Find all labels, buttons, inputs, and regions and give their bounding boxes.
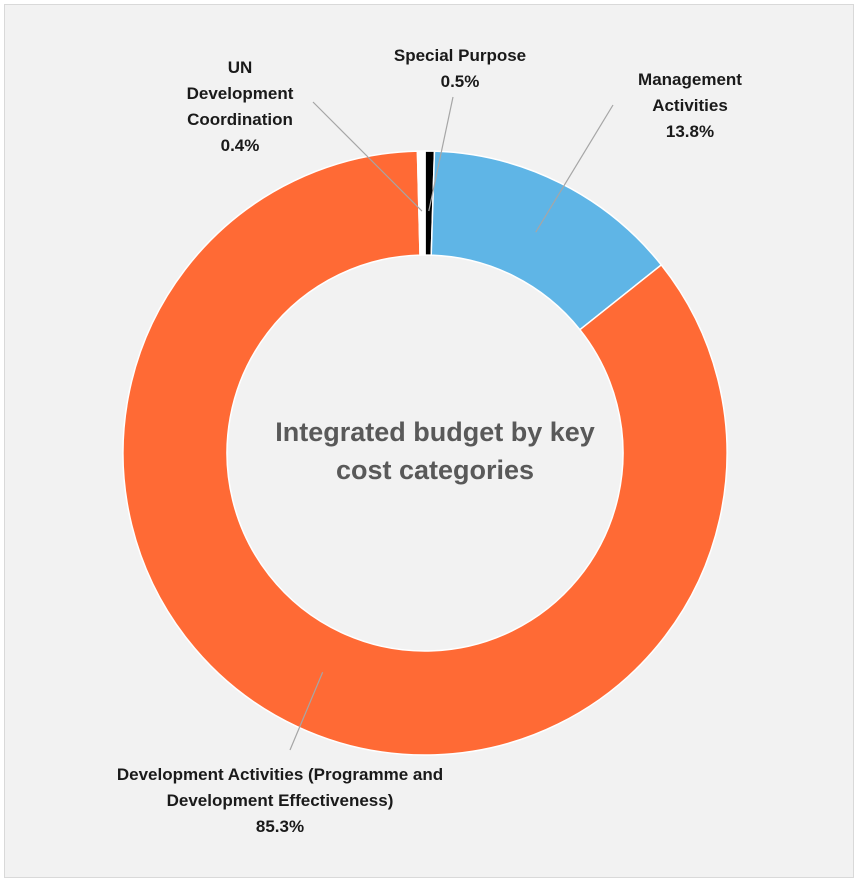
- donut-chart: [122, 96, 728, 756]
- slice-un-development-coordination: [416, 150, 426, 256]
- slice-label-special-purpose-name: Special Purpose: [393, 46, 527, 65]
- chart-frame: Integrated budget by key cost categories…: [4, 4, 854, 878]
- slice-label-development-activities: Development Activities (Programme and De…: [65, 762, 495, 840]
- slice-label-development-line-2: Development Effectiveness): [166, 791, 394, 810]
- slice-development-activities: [122, 150, 728, 756]
- chart-title-line-2: cost categories: [335, 455, 535, 485]
- slice-label-management-line-1: Management: [638, 70, 742, 89]
- chart-title-line-1: Integrated budget by key: [275, 417, 595, 447]
- slice-label-management-line-2: Activities: [652, 96, 728, 115]
- slice-label-un-line-3: Coordination: [187, 110, 293, 129]
- slice-label-special-purpose: Special Purpose 0.5%: [375, 43, 545, 95]
- slice-label-special-purpose-value: 0.5%: [440, 72, 480, 91]
- slice-label-un-value: 0.4%: [220, 136, 260, 155]
- slice-label-un-line-1: UN: [227, 58, 253, 77]
- slice-label-management-value: 13.8%: [665, 122, 715, 141]
- leader-line-management-activities: [535, 104, 614, 233]
- slice-label-un-line-2: Development: [186, 84, 294, 103]
- slice-label-development-value: 85.3%: [255, 817, 305, 836]
- chart-title: Integrated budget by key cost categories: [235, 413, 635, 489]
- leader-line-un-development-coordination: [312, 101, 423, 212]
- slice-label-un-development-coordination: UN Development Coordination 0.4%: [165, 55, 315, 159]
- leader-line-development-activities: [289, 672, 324, 751]
- leader-line-special-purpose: [428, 96, 454, 212]
- slice-label-development-line-1: Development Activities (Programme and: [116, 765, 444, 784]
- slice-label-management-activities: Management Activities 13.8%: [605, 67, 775, 145]
